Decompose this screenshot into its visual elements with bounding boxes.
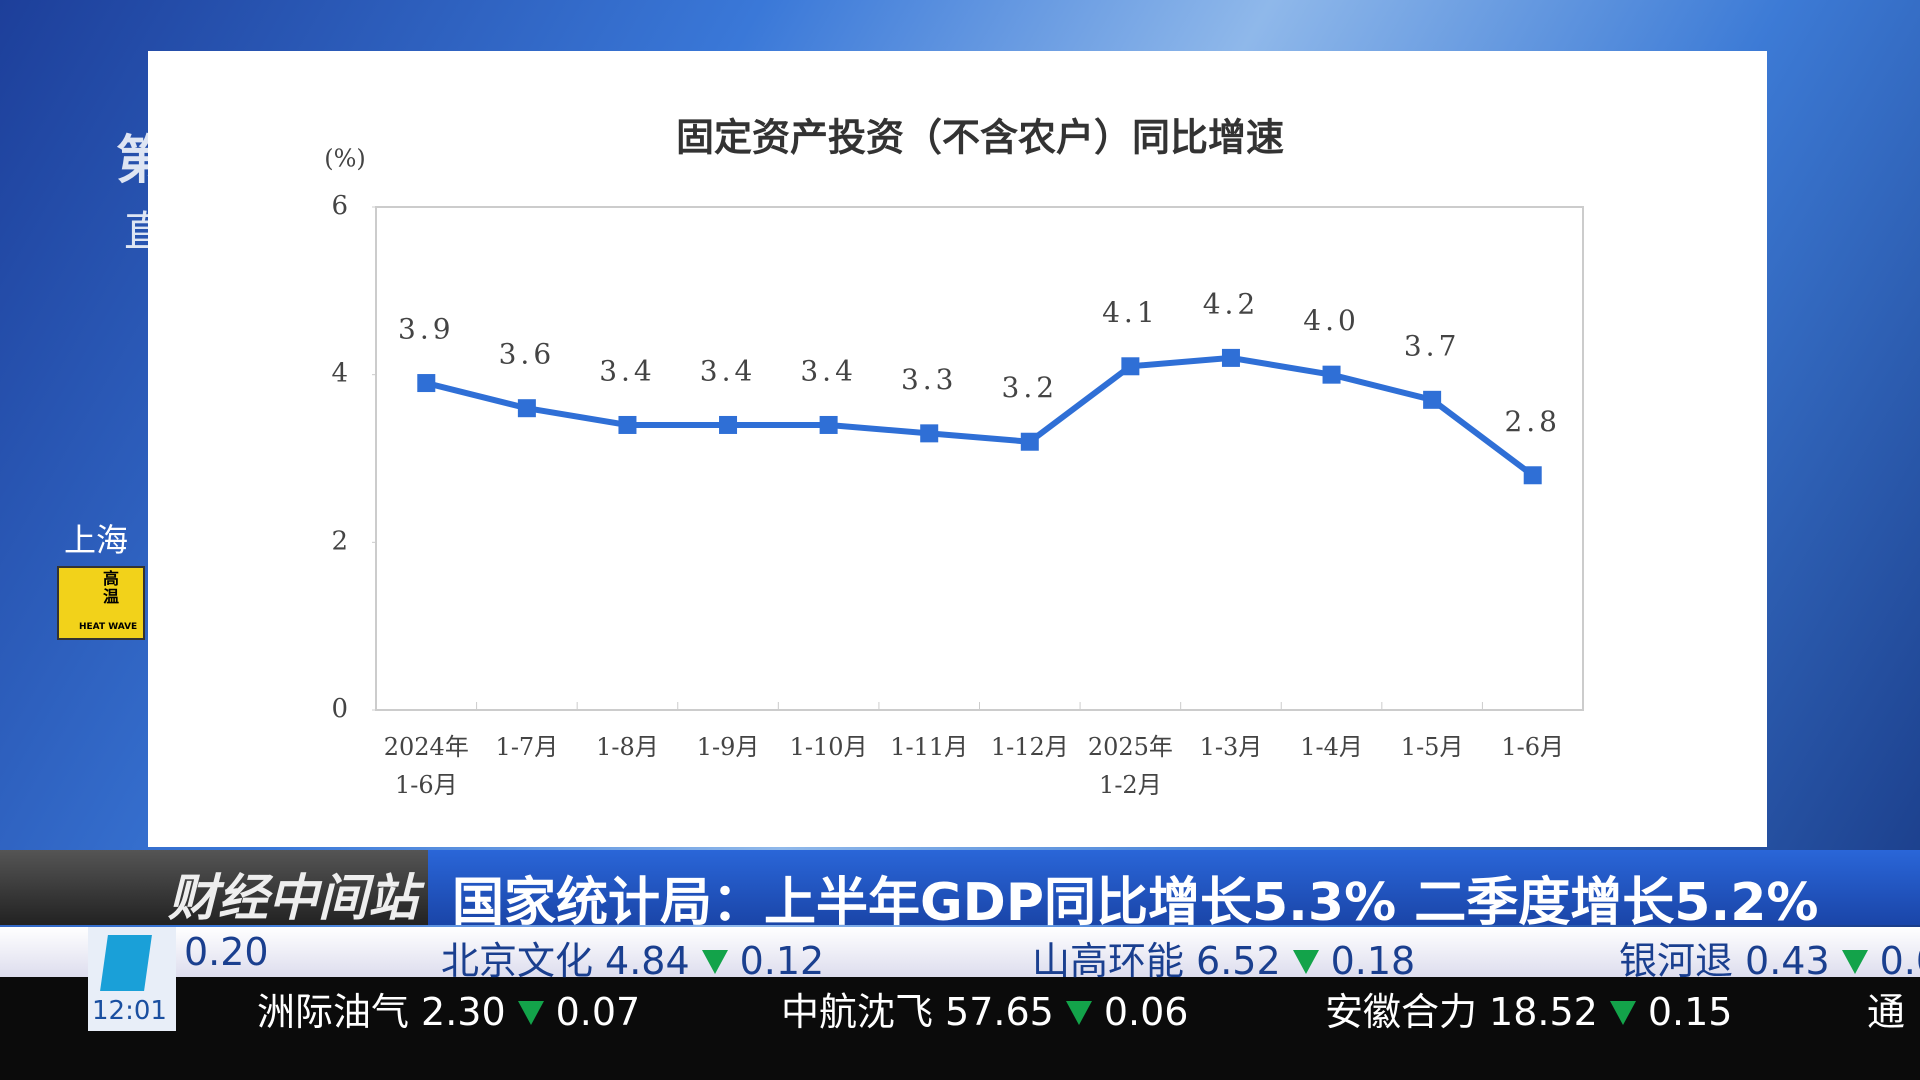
ticker-name: 中航沈飞 bbox=[781, 990, 934, 1034]
ticker-row-2 bbox=[0, 977, 1920, 1080]
x-tick-label: 1-7月 bbox=[495, 733, 559, 761]
data-label: 3.7 bbox=[1404, 329, 1461, 362]
marker bbox=[517, 399, 536, 418]
marker bbox=[1020, 432, 1039, 451]
marker bbox=[417, 374, 436, 393]
clock-logo bbox=[100, 935, 152, 991]
down-arrow bbox=[517, 1001, 544, 1025]
marker bbox=[1322, 365, 1341, 384]
x-tick-label: 2024年 1-6月 bbox=[383, 733, 469, 799]
marker bbox=[1221, 348, 1240, 367]
down-arrow bbox=[701, 950, 728, 974]
ticker-change: 0.15 bbox=[1647, 990, 1733, 1034]
headline-bar bbox=[428, 850, 1920, 925]
ticker-name: 山高环能 bbox=[1032, 939, 1185, 983]
ticker-row-1 bbox=[0, 927, 1920, 977]
marker bbox=[920, 424, 939, 443]
program-bar bbox=[0, 850, 428, 925]
x-tick-label: 2025年 1-2月 bbox=[1087, 733, 1173, 799]
x-tick-label: 1-3月 bbox=[1199, 733, 1263, 761]
data-label: 4.2 bbox=[1203, 287, 1260, 320]
marker bbox=[1523, 466, 1542, 485]
y-tick-label: 2 bbox=[331, 526, 348, 556]
alert-en: HEAT WAVE bbox=[79, 622, 138, 632]
data-label: 3.2 bbox=[1002, 371, 1059, 404]
ticker-item: 北京文化 4.84 0.12 bbox=[441, 930, 836, 985]
ticker-price: 0.20 bbox=[184, 930, 269, 974]
ticker-item: 洲际油气 2.30 0.07 bbox=[257, 981, 652, 1036]
program: 财经中间站 bbox=[168, 869, 418, 927]
marker bbox=[618, 415, 637, 434]
ticker-item: 通 bbox=[1867, 981, 1917, 1036]
line bbox=[425, 354, 1535, 478]
y-tick-label: 6 bbox=[331, 191, 348, 221]
alert-text: 高温 bbox=[103, 569, 120, 606]
time: 12:01 bbox=[92, 996, 167, 1026]
marker bbox=[719, 415, 738, 434]
x-tick-label: 1-8月 bbox=[596, 733, 659, 761]
ticker-item: 山高环能 6.52 0.18 bbox=[1032, 930, 1427, 985]
chart-title: 固定资产投资（不含农户）同比增速 bbox=[676, 116, 1284, 160]
down-arrow bbox=[1065, 1001, 1092, 1025]
y-unit: (%) bbox=[324, 145, 366, 173]
ticker-name: 通 bbox=[1867, 990, 1906, 1034]
ticker-change: 0.07 bbox=[555, 990, 641, 1034]
ticker-item: 中航沈飞 57.65 0.06 bbox=[781, 981, 1200, 1036]
data-label: 3.4 bbox=[700, 354, 757, 387]
ticker-name: 银河退 bbox=[1619, 939, 1734, 983]
data-label: 4.0 bbox=[1303, 304, 1360, 337]
logo-sub: 直播 bbox=[124, 207, 209, 256]
ticker-name: 北京文化 bbox=[441, 939, 594, 983]
x-tick-label: 1-9月 bbox=[696, 733, 760, 761]
data-label: 3.4 bbox=[599, 354, 656, 387]
down-arrow bbox=[1841, 950, 1868, 974]
x-tick-label: 1-4月 bbox=[1300, 733, 1363, 761]
plot-frame bbox=[375, 206, 1584, 711]
ticker-change: 0.12 bbox=[739, 939, 825, 983]
ticker-change: 0.18 bbox=[1330, 939, 1416, 983]
data-label: 2.8 bbox=[1504, 405, 1561, 438]
x-tick-label: 1-5月 bbox=[1400, 733, 1464, 761]
data-label: 3.6 bbox=[499, 338, 556, 371]
ticker-price: 57.65 bbox=[945, 990, 1054, 1034]
y-tick-label: 0 bbox=[331, 694, 348, 724]
data-label: 3.9 bbox=[398, 313, 455, 346]
logo: 第一财经 bbox=[116, 131, 325, 191]
ticker-price: 4.84 bbox=[605, 939, 690, 983]
ticker-price: 6.52 bbox=[1196, 939, 1281, 983]
ticker-item: 安徽合力 18.52 0.15 bbox=[1325, 981, 1744, 1036]
x-tick-label: 1-10月 bbox=[789, 733, 868, 761]
marker bbox=[1423, 390, 1442, 409]
marker bbox=[819, 415, 838, 434]
ticker-price: 18.52 bbox=[1489, 990, 1598, 1034]
alert-icon: 高温 HEAT WAVE bbox=[57, 566, 145, 640]
ticker-name: 洲际油气 bbox=[257, 990, 410, 1034]
ticker-name: 安徽合力 bbox=[1325, 990, 1478, 1034]
data-label: 3.3 bbox=[901, 363, 958, 396]
x-tick-label: 1-11月 bbox=[890, 733, 969, 761]
city: 上海 bbox=[64, 521, 129, 559]
x-tick-label: 1-12月 bbox=[990, 733, 1069, 761]
ticker-change: 0.0 bbox=[1879, 939, 1920, 983]
y-tick-label: 4 bbox=[331, 359, 348, 389]
headline: 国家统计局：上半年GDP同比增长5.3% 二季度增长5.2% bbox=[452, 873, 1819, 933]
ticker-item: 0.20 bbox=[184, 930, 281, 974]
down-arrow bbox=[1609, 1001, 1636, 1025]
data-label: 4.1 bbox=[1102, 296, 1159, 329]
down-arrow bbox=[1292, 950, 1319, 974]
ticker-price: 2.30 bbox=[421, 990, 506, 1034]
data-label: 3.4 bbox=[800, 354, 857, 387]
x-tick-label: 1-6月 bbox=[1501, 733, 1565, 761]
ticker-change: 0.06 bbox=[1103, 990, 1189, 1034]
ticker-price: 0.43 bbox=[1745, 939, 1830, 983]
marker bbox=[1121, 357, 1140, 376]
